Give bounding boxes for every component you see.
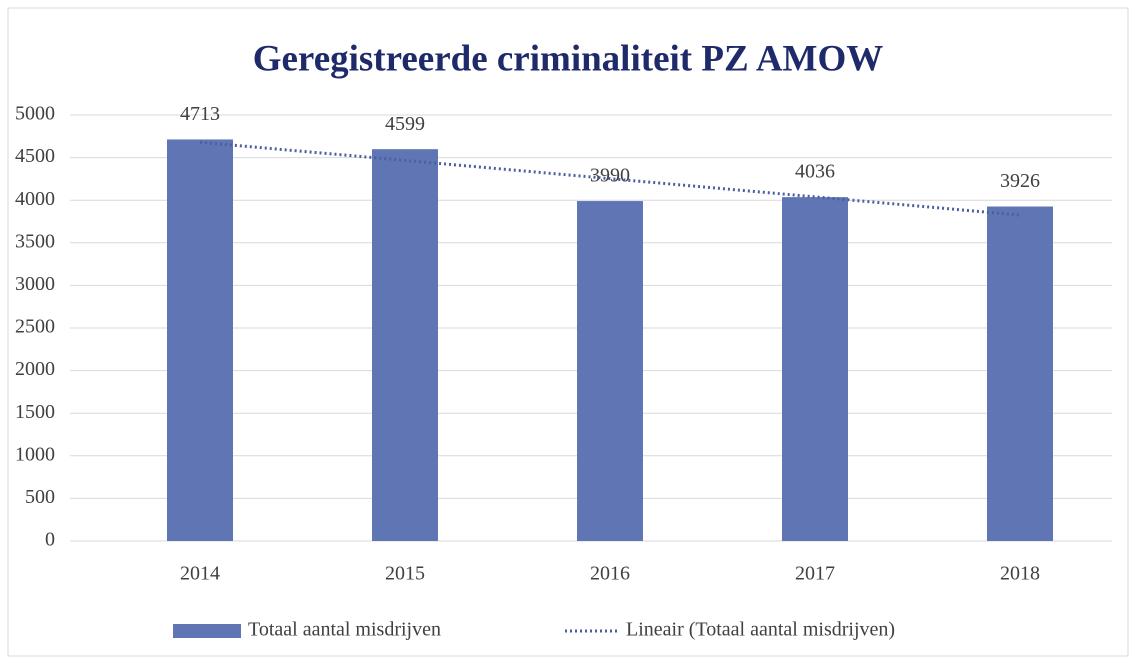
data-label: 4599 — [385, 113, 425, 135]
y-tick-label: 1500 — [15, 401, 55, 423]
legend-swatch — [173, 624, 241, 638]
y-tick-label: 500 — [25, 486, 55, 508]
data-label: 3990 — [590, 165, 630, 187]
bar — [167, 139, 233, 541]
x-tick-label: 2018 — [1000, 563, 1040, 585]
chart-title: Geregistreerde criminaliteit PZ AMOW — [253, 38, 884, 79]
x-tick-label: 2014 — [180, 563, 220, 585]
y-tick-label: 3500 — [15, 230, 55, 252]
data-label: 4713 — [180, 103, 220, 125]
y-tick-label: 0 — [45, 529, 55, 551]
y-tick-label: 4500 — [15, 145, 55, 167]
x-tick-label: 2015 — [385, 563, 425, 585]
bar — [987, 206, 1053, 541]
y-tick-label: 5000 — [15, 103, 55, 125]
y-tick-label: 4000 — [15, 188, 55, 210]
data-label: 3926 — [1000, 170, 1040, 192]
x-tick-label: 2017 — [795, 563, 835, 585]
bar — [372, 149, 438, 541]
legend-label: Lineair (Totaal aantal misdrijven) — [626, 619, 895, 641]
y-tick-label: 2000 — [15, 358, 55, 380]
data-label: 4036 — [795, 161, 835, 183]
x-tick-label: 2016 — [590, 563, 630, 585]
trend-line — [199, 140, 1021, 217]
y-tick-label: 1000 — [15, 443, 55, 465]
y-tick-label: 2500 — [15, 316, 55, 338]
bar — [577, 201, 643, 541]
legend-label: Totaal aantal misdrijven — [248, 619, 441, 641]
y-tick-label: 3000 — [15, 273, 55, 295]
bar — [782, 197, 848, 541]
